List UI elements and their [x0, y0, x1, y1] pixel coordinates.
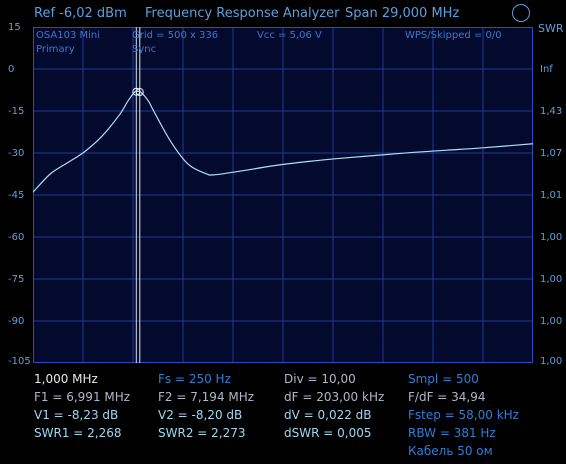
f2-readout: F2 = 7,194 MHz: [158, 390, 255, 404]
plot-area[interactable]: OSA103 Mini Primary Grid = 500 x 336 Syn…: [33, 27, 533, 363]
rbw-readout: RBW = 381 Hz: [408, 426, 496, 440]
status-indicator-icon[interactable]: [512, 4, 530, 22]
dv-readout: dV = 0,022 dB: [284, 408, 372, 422]
wps-label: WPS/Skipped = 0/0: [405, 30, 502, 41]
f-df-readout: F/dF = 34,94: [408, 390, 486, 404]
swr-tick-label: 1,00: [540, 274, 563, 285]
y-tick-label: -30: [8, 148, 25, 159]
device-name: OSA103 Mini: [36, 30, 101, 41]
v1-readout: V1 = -8,23 dB: [34, 408, 119, 422]
y-tick-label: -60: [8, 232, 25, 243]
swr-tick-label: Inf: [540, 64, 553, 75]
div-readout: Div = 10,00: [284, 372, 356, 386]
freq-step-readout: 1,000 MHz: [34, 372, 98, 386]
smpl-readout: Smpl = 500: [408, 372, 479, 386]
swr-axis-title: SWR: [538, 22, 564, 35]
swr1-readout: SWR1 = 2,268: [34, 426, 122, 440]
swr-tick-label: 1,01: [540, 190, 563, 201]
cable-label: Кабель 50 ом: [408, 444, 493, 458]
span-label: Span 29,000 MHz: [345, 6, 460, 21]
y-tick-label: -75: [8, 274, 25, 285]
swr-tick-label: 1,07: [540, 148, 563, 159]
dswr-readout: dSWR = 0,005: [284, 426, 372, 440]
y-tick-label: -105: [8, 356, 31, 367]
sync-label: Sync: [132, 44, 157, 55]
plot-border: [33, 27, 533, 363]
y-tick-label: 0: [8, 64, 15, 75]
window-title: Frequency Response Analyzer: [145, 6, 340, 21]
y-tick-label: 15: [8, 22, 21, 33]
marker-dot-f1[interactable]: [132, 87, 141, 96]
vcc-label: Vcc = 5,06 V: [257, 30, 322, 41]
response-chart[interactable]: [33, 27, 533, 363]
response-trace: [33, 90, 533, 193]
y-tick-label: -15: [8, 106, 25, 117]
swr-tick-label: 1,00: [540, 232, 563, 243]
df-readout: dF = 203,00 kHz: [284, 390, 385, 404]
fstep-readout: Fstep = 58,00 kHz: [408, 408, 519, 422]
grid-info: Grid = 500 x 336: [132, 30, 219, 41]
swr-tick-label: 1,43: [540, 106, 563, 117]
marker-dot-f2[interactable]: [135, 88, 144, 97]
ref-level-label: Ref -6,02 dBm: [34, 6, 127, 21]
fs-readout: Fs = 250 Hz: [158, 372, 231, 386]
v2-readout: V2 = -8,20 dB: [158, 408, 243, 422]
f1-readout: F1 = 6,991 MHz: [34, 390, 131, 404]
mode-label: Primary: [36, 44, 75, 55]
y-tick-label: -45: [8, 190, 25, 201]
swr2-readout: SWR2 = 2,273: [158, 426, 246, 440]
y-tick-label: -90: [8, 316, 25, 327]
swr-tick-label: 1,00: [540, 356, 563, 367]
swr-tick-label: 1,00: [540, 316, 563, 327]
